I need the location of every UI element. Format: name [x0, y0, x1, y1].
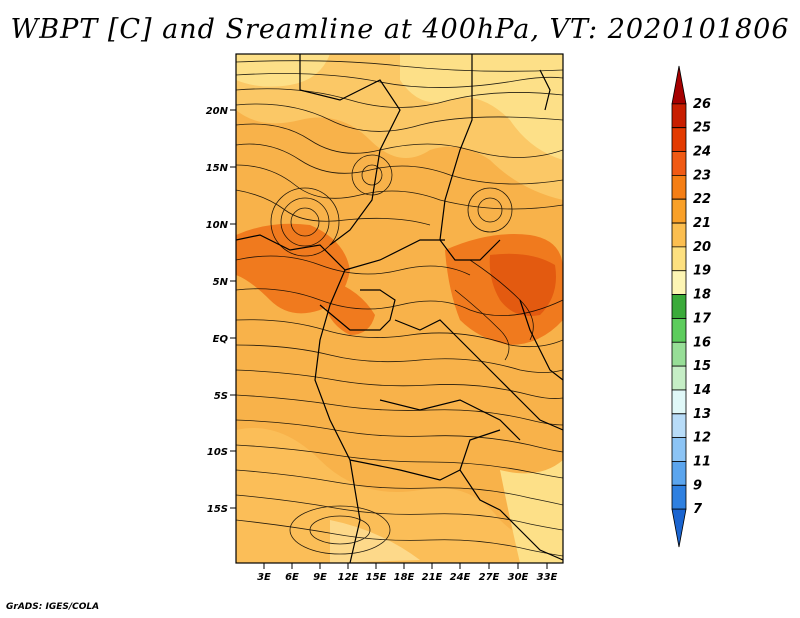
colorbar-label: 11: [693, 454, 711, 469]
colorbar-label: 19: [693, 264, 711, 279]
colorbar-labels: 26 25 24 23 22 21 20 19 18 17 16 15 14 13 12 11 9 7: [693, 97, 712, 517]
colorbar-segment: [671, 318, 687, 343]
colorbar-label: 26: [693, 97, 711, 112]
latitude-axis: 20N 15N 10N 5N EQ 5S 10S 15S: [206, 106, 236, 515]
lat-tick-15s: 15S: [207, 504, 228, 515]
colorbar-segment: [671, 103, 687, 129]
lat-tick-10s: 10S: [207, 447, 228, 458]
map-frame: [235, 53, 564, 564]
colorbar-segment: [671, 365, 687, 391]
colorbar-segment: [671, 174, 687, 200]
colorbar-segment: [671, 198, 687, 224]
colorbar-segment: [671, 246, 687, 272]
lon-tick-15e: 15E: [366, 572, 387, 583]
lon-tick-12e: 12E: [338, 572, 359, 583]
colorbar-label: 7: [693, 502, 703, 517]
lon-tick-33e: 33E: [537, 572, 558, 583]
colorbar-label: 18: [693, 288, 711, 303]
colorbar-segment: [671, 413, 687, 439]
colorbar-label: 14: [693, 383, 711, 398]
colorbar-label: 20: [693, 240, 711, 255]
lon-tick-18e: 18E: [394, 572, 415, 583]
longitude-axis: 3E 6E 9E 12E 15E 18E 21E 24E 27E 30E 33E: [257, 563, 558, 583]
lat-tick-5s: 5S: [214, 391, 228, 402]
lat-tick-15n: 15N: [206, 163, 229, 174]
colorbar-segment: [671, 270, 687, 295]
lat-tick-20n: 20N: [206, 106, 229, 117]
lon-tick-6e: 6E: [285, 572, 299, 583]
colorbar-label: 25: [693, 121, 711, 136]
lon-tick-24e: 24E: [450, 572, 471, 583]
colorbar-segment: [671, 341, 687, 367]
lon-tick-21e: 21E: [422, 572, 443, 583]
lon-tick-27e: 27E: [479, 572, 500, 583]
lon-tick-3e: 3E: [257, 572, 271, 583]
colorbar-label: 9: [693, 478, 702, 493]
colorbar-segment: [671, 294, 687, 319]
colorbar-segment: [671, 389, 687, 415]
colorbar-label: 23: [693, 168, 711, 183]
colorbar-label: 12: [693, 431, 711, 446]
colorbar-label: 22: [693, 192, 711, 207]
colorbar-segment: [671, 127, 687, 152]
lon-tick-30e: 30E: [508, 572, 529, 583]
colorbar-label: 21: [693, 216, 711, 231]
grads-credit: GrADS: IGES/COLA: [6, 602, 100, 612]
lat-tick-5n: 5N: [213, 277, 229, 288]
colorbar-label: 15: [693, 359, 711, 374]
colorbar-segment: [671, 222, 687, 248]
colorbar-label: 17: [693, 311, 712, 326]
wbpt-field: [236, 54, 563, 563]
lat-tick-10n: 10N: [206, 220, 229, 231]
colorbar-segment: [671, 461, 687, 486]
colorbar-segment: [671, 508, 687, 548]
colorbar-segment: [671, 484, 687, 510]
colorbar-segment: [671, 437, 687, 462]
colorbar-label: 24: [693, 145, 711, 160]
colorbar-segment: [671, 65, 687, 105]
lat-tick-eq: EQ: [213, 334, 229, 345]
colorbar-segment: [671, 151, 687, 176]
lon-tick-9e: 9E: [313, 572, 327, 583]
chart-title: WBPT [C] and Sreamline at 400hPa, VT: 20…: [10, 14, 790, 45]
colorbar-label: 13: [693, 407, 711, 422]
colorbar: [671, 65, 687, 548]
colorbar-label: 16: [693, 335, 711, 350]
